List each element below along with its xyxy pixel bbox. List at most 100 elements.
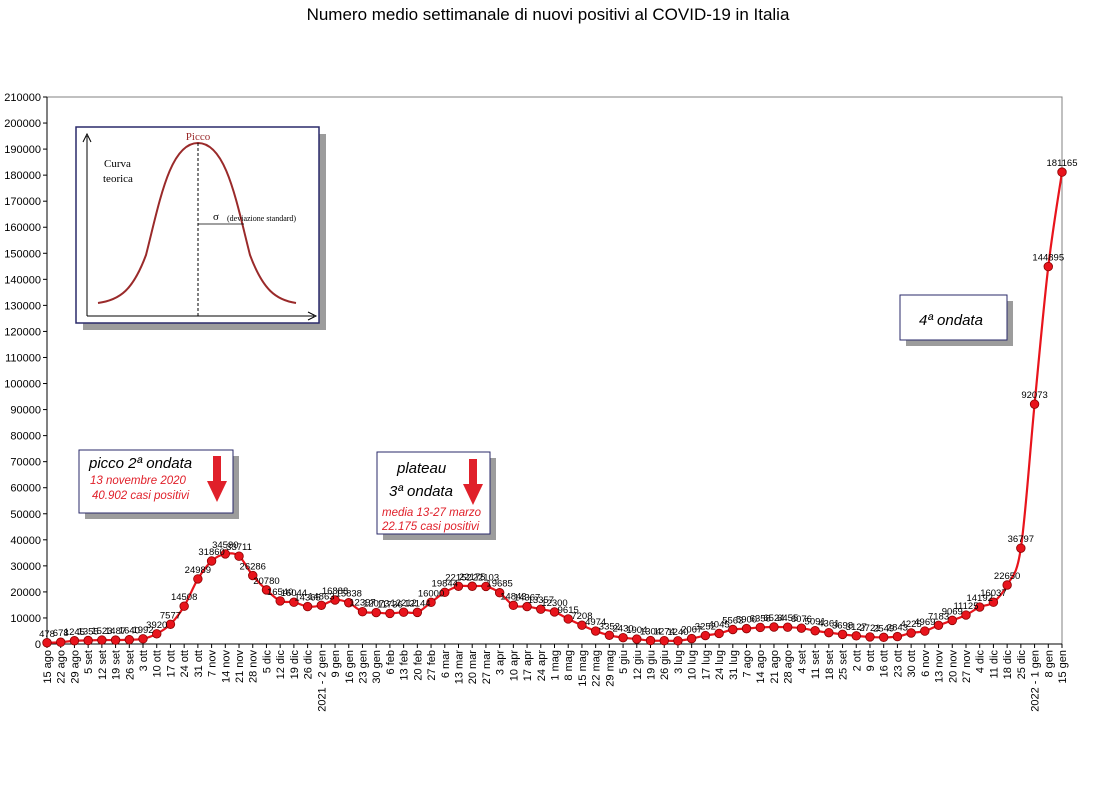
x-tick-label: 9 gen xyxy=(330,650,342,678)
x-tick-label: 25 dic xyxy=(1016,650,1028,680)
wave2-title: picco 2ª ondata xyxy=(88,455,192,472)
data-label: 2721 xyxy=(859,623,880,634)
data-label: 2843 xyxy=(887,623,908,634)
data-label: 16000 xyxy=(418,588,444,599)
data-point xyxy=(275,596,285,606)
data-point xyxy=(933,620,944,630)
data-label: 11736 xyxy=(377,599,403,610)
x-tick-label: 25 set xyxy=(838,650,850,680)
data-point xyxy=(810,626,820,636)
x-tick-label: 20 nov xyxy=(947,650,959,684)
data-label: 3698 xyxy=(832,620,853,631)
data-label: 14843 xyxy=(500,591,526,602)
data-label: 6455 xyxy=(777,613,798,624)
x-tick-label: 11 set xyxy=(810,650,822,679)
data-point xyxy=(659,635,669,646)
data-label: 12144 xyxy=(404,598,430,609)
x-tick-label: 18 dic xyxy=(1002,650,1014,680)
data-point xyxy=(577,620,587,630)
x-tick-label: 22 ago xyxy=(56,650,68,684)
y-tick-label: 30000 xyxy=(10,561,41,573)
data-label: 20780 xyxy=(253,576,279,587)
x-tick-label: 13 feb xyxy=(399,650,411,681)
data-point xyxy=(440,587,450,598)
x-tick-label: 18 set xyxy=(824,650,836,680)
data-point xyxy=(357,607,368,617)
data-point xyxy=(618,632,628,643)
x-tick-label: 26 set xyxy=(124,650,136,680)
data-point xyxy=(755,622,765,633)
data-point xyxy=(494,588,505,598)
series-weekly-average xyxy=(42,167,1067,648)
x-tick-label: 5 dic xyxy=(261,650,273,674)
x-tick-label: 10 lug xyxy=(687,650,699,680)
theoretical-curve-inset: Picco Curva teorica σ (deviazione standa… xyxy=(75,126,326,330)
data-label: 31860 xyxy=(198,547,224,558)
x-tick-label: 24 lug xyxy=(714,650,726,680)
data-point xyxy=(604,630,615,640)
y-tick-label: 60000 xyxy=(10,483,41,495)
data-point xyxy=(206,556,217,566)
data-point xyxy=(481,581,491,592)
x-tick-label: 27 feb xyxy=(426,650,438,681)
x-tick-label: 19 set xyxy=(111,650,123,680)
data-point xyxy=(83,635,93,646)
inset-x-arrow-icon xyxy=(307,311,318,321)
data-label: 678 xyxy=(53,628,69,639)
x-tick-label: 27 nov xyxy=(961,650,973,684)
data-label: 1274 xyxy=(654,627,675,638)
data-point xyxy=(412,607,423,618)
data-label: 12397 xyxy=(349,598,375,609)
data-label: 6358 xyxy=(750,613,771,624)
data-label: 4225 xyxy=(901,619,922,630)
data-label: 22152 xyxy=(445,572,471,583)
data-point xyxy=(961,610,971,620)
x-tick-label: 22 mag xyxy=(591,650,603,687)
data-point xyxy=(892,631,903,642)
data-label: 16540 xyxy=(267,587,293,598)
x-tick-label: 23 ott xyxy=(892,650,904,678)
data-label: 14508 xyxy=(171,592,197,603)
annotation-wave2: picco 2ª ondata 13 novembre 2020 40.902 … xyxy=(78,449,239,519)
data-point xyxy=(302,601,313,612)
x-tick-label: 28 nov xyxy=(248,650,260,684)
data-label: 16888 xyxy=(322,586,348,597)
wave2-box xyxy=(78,449,234,514)
data-label: 1640 xyxy=(119,626,140,637)
y-tick-label: 50000 xyxy=(10,509,41,521)
y-tick-label: 80000 xyxy=(10,431,41,443)
data-label: 5563 xyxy=(722,616,743,627)
data-point xyxy=(1016,543,1026,553)
data-point xyxy=(248,570,258,581)
x-tick-label: 11 dic xyxy=(988,650,1000,679)
x-tick-label: 10 ott xyxy=(152,650,164,678)
inset-teorica-label: teorica xyxy=(103,173,133,185)
data-label: 3352 xyxy=(599,621,620,632)
wave3-cases: 22.175 casi positivi xyxy=(381,521,480,533)
data-point xyxy=(1002,580,1012,590)
y-tick-label: 150000 xyxy=(4,248,41,260)
y-tick-label: 10000 xyxy=(10,613,41,625)
data-point xyxy=(110,635,121,645)
data-point xyxy=(56,637,66,647)
x-tick-label: 6 mar xyxy=(440,650,452,678)
x-tick-label: 26 giu xyxy=(659,650,671,680)
data-label: 5091 xyxy=(805,617,826,628)
wave3-period: media 13-27 marzo xyxy=(382,507,482,519)
x-tick-label: 8 mag xyxy=(563,650,575,681)
x-tick-label: 15 mag xyxy=(577,650,589,687)
series-line xyxy=(46,171,1064,644)
data-point xyxy=(920,626,930,636)
data-label: 6524 xyxy=(763,613,784,624)
data-label: 16037 xyxy=(980,588,1006,599)
data-point xyxy=(220,549,231,559)
data-point xyxy=(796,623,807,633)
x-tick-label: 21 ago xyxy=(769,650,781,684)
data-point xyxy=(590,626,601,636)
x-tick-label: 27 mar xyxy=(481,650,493,685)
data-label: 26286 xyxy=(240,562,266,573)
data-point xyxy=(741,623,752,634)
data-label: 13357 xyxy=(528,595,554,606)
data-label: 181165 xyxy=(1047,158,1078,169)
